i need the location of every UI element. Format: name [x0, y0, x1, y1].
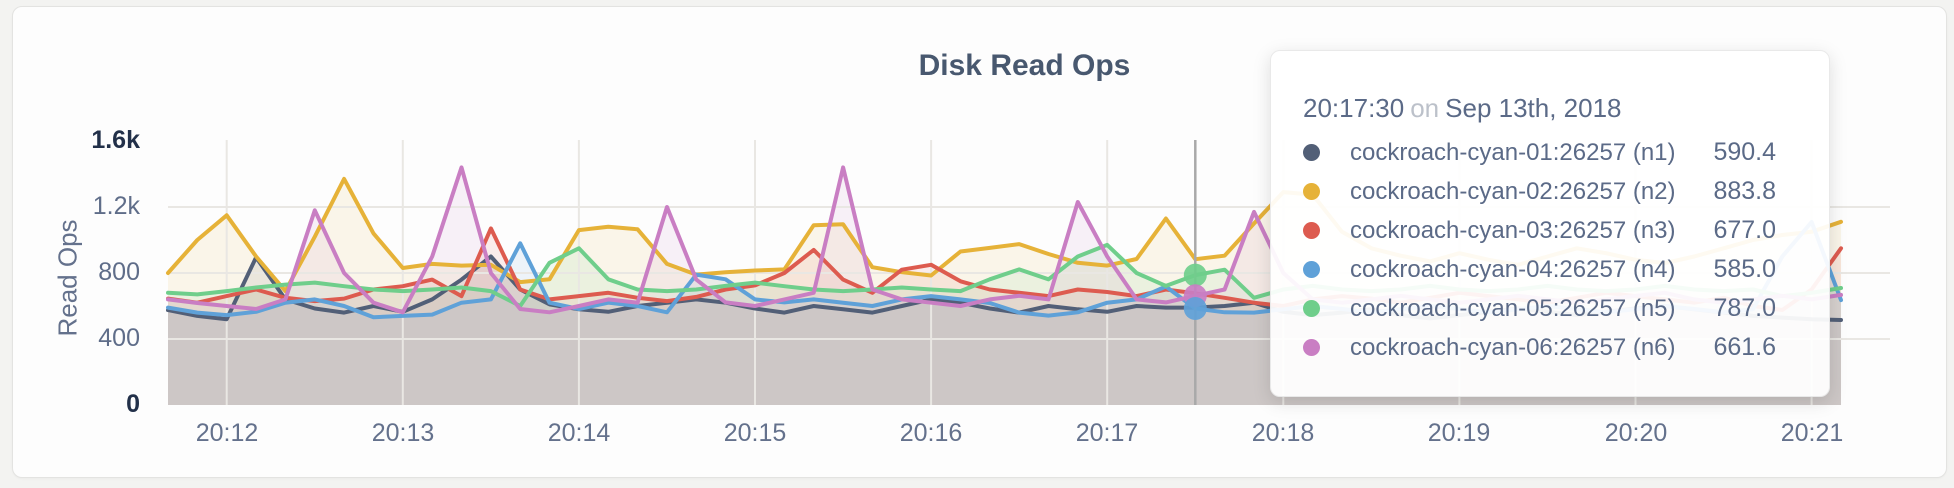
tooltip-row: cockroach-cyan-06:26257 (n6) 661.6: [1303, 328, 1829, 367]
x-tick-label: 20:18: [1251, 419, 1315, 447]
x-tick-label: 20:19: [1427, 419, 1491, 447]
tooltip-row: cockroach-cyan-03:26257 (n3) 677.0: [1303, 211, 1829, 250]
tooltip-row: cockroach-cyan-04:26257 (n4) 585.0: [1303, 250, 1829, 289]
tooltip-on-word: on: [1410, 93, 1440, 123]
series-color-dot-n1: [1303, 144, 1320, 161]
series-value: 661.6: [1713, 333, 1776, 361]
y-tick-label: 1.6k: [91, 126, 140, 154]
x-tick-label: 20:13: [371, 419, 435, 447]
x-tick-label: 20:20: [1604, 419, 1668, 447]
x-tick-label: 20:16: [899, 419, 963, 447]
tooltip-date: Sep 13th, 2018: [1445, 93, 1622, 123]
tooltip-time: 20:17:30: [1303, 93, 1405, 123]
series-value: 585.0: [1713, 255, 1776, 283]
tooltip-row: cockroach-cyan-05:26257 (n5) 787.0: [1303, 289, 1829, 328]
hover-dot-n5: [1183, 263, 1207, 287]
chart-tooltip: 20:17:30 on Sep 13th, 2018 cockroach-cyan-…: [1270, 50, 1830, 397]
series-color-dot-n5: [1303, 300, 1320, 317]
series-name: cockroach-cyan-05:26257 (n5): [1350, 294, 1676, 322]
tooltip-row: cockroach-cyan-02:26257 (n2) 883.8: [1303, 172, 1829, 211]
series-value: 787.0: [1713, 294, 1776, 322]
tooltip-row: cockroach-cyan-01:26257 (n1) 590.4: [1303, 133, 1829, 172]
series-value: 883.8: [1713, 177, 1776, 205]
x-tick-label: 20:14: [547, 419, 611, 447]
hover-dot-n4: [1183, 297, 1207, 320]
series-name: cockroach-cyan-04:26257 (n4): [1350, 255, 1676, 283]
series-color-dot-n2: [1303, 183, 1320, 200]
y-tick-label: 0: [126, 390, 140, 418]
series-name: cockroach-cyan-02:26257 (n2): [1350, 177, 1676, 205]
series-value: 677.0: [1713, 216, 1776, 244]
x-tick-label: 20:15: [723, 419, 787, 447]
x-tick-label: 20:17: [1075, 419, 1139, 447]
y-tick-label: 1.2k: [92, 192, 140, 220]
tooltip-header: 20:17:30 on Sep 13th, 2018: [1303, 93, 1829, 123]
series-name: cockroach-cyan-06:26257 (n6): [1350, 333, 1676, 361]
x-tick-label: 20:12: [195, 419, 259, 447]
x-tick-label: 20:21: [1780, 419, 1844, 447]
series-color-dot-n6: [1303, 339, 1320, 356]
series-color-dot-n4: [1303, 261, 1320, 278]
series-name: cockroach-cyan-03:26257 (n3): [1350, 216, 1676, 244]
y-tick-label: 400: [98, 324, 140, 352]
y-tick-label: 800: [98, 258, 140, 286]
series-color-dot-n3: [1303, 222, 1320, 239]
series-value: 590.4: [1713, 138, 1776, 166]
series-name: cockroach-cyan-01:26257 (n1): [1350, 138, 1676, 166]
chart-title: Disk Read Ops: [918, 49, 1131, 82]
